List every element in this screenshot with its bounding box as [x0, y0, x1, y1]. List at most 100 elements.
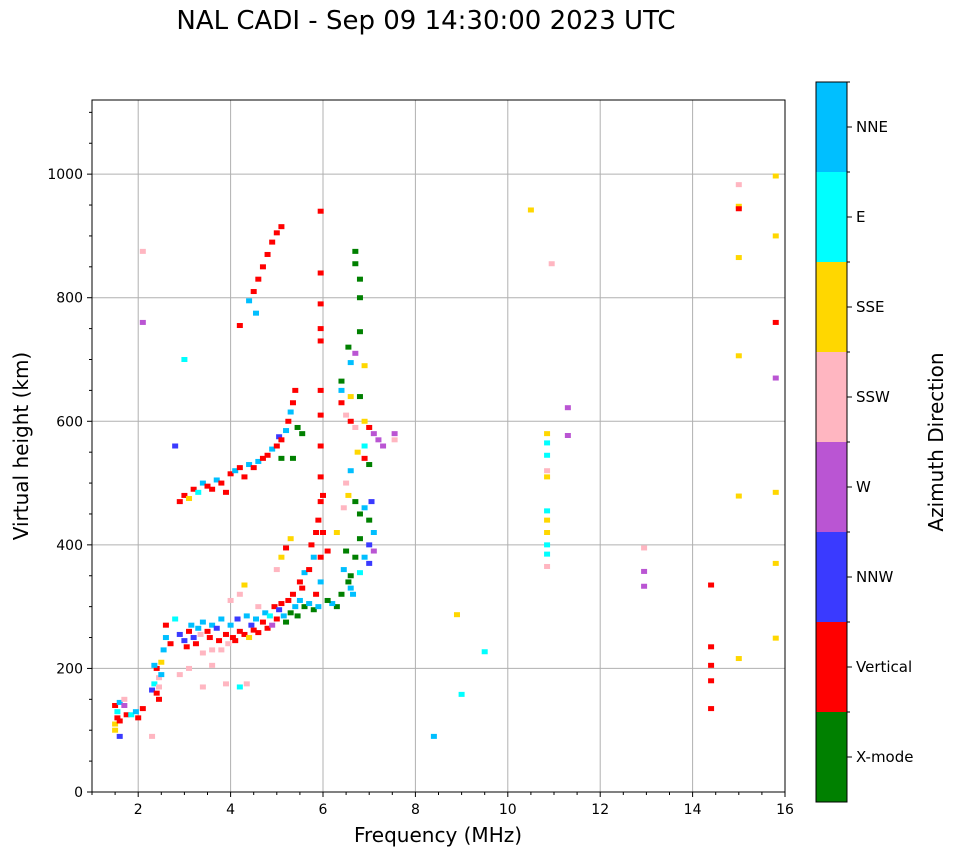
- echo-point: [347, 573, 354, 579]
- echo-point: [121, 696, 128, 702]
- echo-point: [250, 465, 257, 471]
- echo-point: [772, 173, 779, 179]
- echo-point: [708, 662, 715, 668]
- echo-point: [112, 703, 119, 708]
- echo-point: [366, 424, 373, 430]
- echo-point: [320, 530, 326, 535]
- echo-point: [356, 329, 363, 335]
- echo-point: [176, 499, 183, 505]
- echo-point: [278, 437, 285, 443]
- echo-point: [213, 625, 220, 631]
- echo-point: [155, 675, 162, 681]
- echo-point: [227, 471, 234, 477]
- echo-point: [276, 607, 283, 613]
- echo-point: [772, 560, 779, 566]
- echo-point: [356, 536, 363, 542]
- echo-point: [708, 644, 715, 650]
- echo-point: [548, 261, 555, 267]
- echo-point: [315, 604, 322, 610]
- echo-point: [227, 622, 234, 628]
- echo-point: [190, 635, 197, 641]
- echo-point: [320, 492, 326, 498]
- echo-point: [269, 239, 276, 245]
- x-tick-label: 12: [591, 802, 609, 818]
- echo-point: [283, 619, 290, 625]
- echo-point: [708, 678, 715, 684]
- echo-point: [218, 647, 225, 653]
- echo-point: [278, 601, 285, 607]
- echo-point: [269, 622, 276, 628]
- echo-point: [772, 489, 779, 495]
- echo-point: [356, 295, 363, 301]
- echo-point: [278, 224, 285, 230]
- echo-point: [186, 496, 193, 502]
- x-tick-label: 16: [776, 802, 794, 818]
- echo-point: [232, 468, 239, 474]
- echo-point: [250, 627, 257, 633]
- echo-point: [368, 499, 375, 505]
- echo-point: [222, 681, 229, 687]
- echo-point: [285, 418, 292, 424]
- echo-point: [153, 665, 160, 671]
- echo-point: [229, 635, 236, 641]
- echo-point: [708, 706, 715, 712]
- echo-point: [544, 517, 551, 523]
- echo-point: [241, 474, 248, 480]
- x-axis-ticks: 2 4 6 8 10 12 14 16: [91, 792, 794, 818]
- echo-point: [356, 276, 363, 282]
- echo-point: [354, 449, 361, 455]
- echo-point: [162, 622, 169, 628]
- colorbar-tick-label: NNE: [856, 118, 888, 136]
- echo-point: [246, 298, 253, 304]
- echo-point: [271, 604, 278, 610]
- echo-point: [114, 715, 121, 721]
- echo-point: [544, 508, 551, 514]
- colorbar-segment: [816, 532, 847, 622]
- colorbar-tick-label: NNW: [856, 568, 893, 586]
- y-tick-label: 600: [56, 414, 83, 430]
- echo-point: [243, 681, 250, 687]
- echo-point: [380, 443, 387, 449]
- echo-point: [232, 638, 239, 644]
- echo-point: [430, 733, 437, 739]
- echo-point: [139, 248, 146, 254]
- echo-point: [176, 631, 183, 637]
- echo-point: [361, 505, 368, 511]
- echo-point: [262, 610, 269, 616]
- echo-point: [259, 619, 266, 625]
- echo-point: [181, 357, 188, 362]
- echo-point: [195, 489, 202, 495]
- echo-point: [301, 604, 308, 610]
- echo-point: [116, 699, 123, 705]
- echo-point: [333, 604, 340, 610]
- echo-point: [356, 511, 363, 517]
- echo-point: [204, 628, 211, 634]
- echo-point: [772, 319, 779, 325]
- echo-point: [236, 628, 243, 634]
- echo-point: [347, 585, 354, 591]
- echo-point: [155, 696, 162, 702]
- x-tick-label: 10: [499, 802, 517, 818]
- echo-point: [391, 437, 398, 443]
- echo-point: [458, 691, 465, 697]
- echo-point: [361, 554, 368, 560]
- echo-point: [296, 579, 303, 585]
- echo-point: [209, 622, 216, 628]
- echo-point: [139, 706, 146, 712]
- echo-point: [199, 619, 206, 625]
- echo-point: [121, 703, 128, 708]
- colorbar-tick-label: E: [856, 208, 865, 226]
- echo-point: [287, 610, 294, 616]
- echo-point: [370, 530, 377, 535]
- echo-point: [735, 255, 742, 261]
- colorbar: X-mode Vertical NNW W SSW SSE E NNE: [815, 81, 913, 803]
- echo-point: [313, 530, 320, 535]
- echo-point: [264, 251, 271, 257]
- y-axis-label: Virtual height (km): [9, 352, 33, 541]
- echo-point: [317, 579, 324, 585]
- x-tick-label: 8: [411, 802, 420, 818]
- x-tick-label: 6: [319, 802, 328, 818]
- echo-point: [255, 604, 262, 610]
- y-axis-ticks: 0 200 400 600 800 1000: [47, 111, 92, 801]
- echo-point: [343, 480, 350, 486]
